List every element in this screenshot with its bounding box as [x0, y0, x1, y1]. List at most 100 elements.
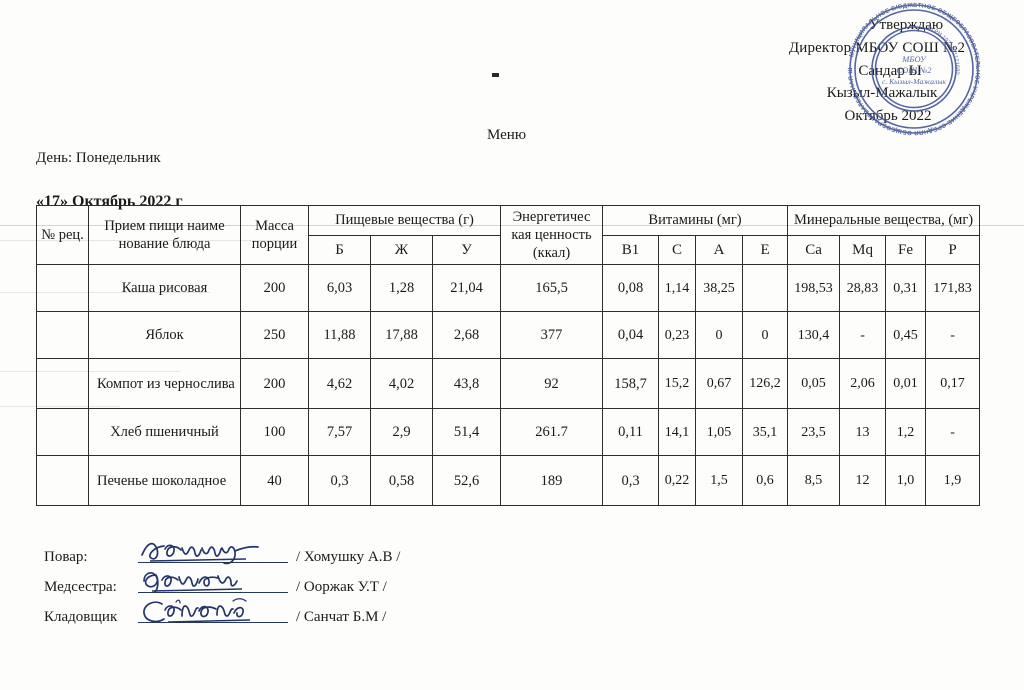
cell-phosphorus: - [925, 311, 981, 360]
cell-vitamin-a: 1,05 [695, 408, 743, 457]
table-row: Печенье шоколадное 40 0,3 0,58 52,6 189 … [36, 455, 981, 507]
approval-line-3: Сандар Ы [858, 62, 922, 79]
approval-block: Утверждаю Директор МБОУ СОШ №2 Сандар Ы … [744, 14, 1010, 128]
cell-vitamin-e: 0,6 [741, 455, 789, 507]
col-header-calcium: Ca [787, 234, 841, 266]
col-header-fat: Ж [370, 234, 433, 266]
signature-name: / Санчат Б.М / [296, 609, 387, 625]
signature-name: / Хомушку А.В / [296, 549, 401, 565]
cell-vitamin-c: 0,23 [658, 311, 696, 360]
col-header-recipe-no: № рец. [36, 204, 89, 266]
col-header-vitamin-e: E [741, 234, 789, 266]
col-header-mass: Масса порции [240, 204, 309, 266]
col-header-magnesium: Mq [839, 234, 887, 266]
cell-energy: 92 [500, 358, 603, 410]
cell-calcium: 130,4 [787, 311, 841, 360]
cell-vitamin-c: 14,1 [658, 408, 696, 457]
menu-table-wrapper: № рец. Прием пищи наиме нование блюда Ма… [36, 204, 981, 507]
signature-role-label: Кладовщик [44, 609, 118, 625]
handwritten-signature-icon [141, 542, 259, 565]
cell-dish: Компот из чернослива [88, 358, 241, 410]
table-row: Компот из чернослива 200 4,62 4,02 43,8 … [36, 358, 981, 410]
table-body: Каша рисовая 200 6,03 1,28 21,04 165,5 0… [36, 264, 981, 507]
cell-calcium: 23,5 [787, 408, 841, 457]
cell-energy: 189 [500, 455, 603, 507]
col-header-carbs: У [432, 234, 501, 266]
cell-carbs: 43,8 [432, 358, 501, 410]
header-row-subcolumns: Б Ж У B1 C A E Ca Mq Fe P [37, 234, 981, 266]
cell-energy: 377 [500, 311, 603, 360]
cell-recipe-no [36, 264, 89, 313]
cell-vitamin-c: 1,14 [658, 264, 696, 313]
cell-iron: 0,31 [885, 264, 927, 313]
cell-mass: 200 [240, 358, 309, 410]
cell-fat: 0,58 [370, 455, 433, 507]
cell-dish: Печенье шоколадное [88, 455, 241, 507]
col-header-vitamin-a: A [695, 234, 743, 266]
cell-iron: 1,2 [885, 408, 927, 457]
cell-fat: 4,02 [370, 358, 433, 410]
signature-name: / Ооржак У.Т / [296, 579, 387, 595]
signature-rule [138, 622, 288, 623]
cell-recipe-no [36, 408, 89, 457]
cell-mass: 100 [240, 408, 309, 457]
cell-vitamin-e: 35,1 [741, 408, 789, 457]
cell-magnesium: 28,83 [839, 264, 887, 313]
cell-vitamin-b1: 0,04 [602, 311, 659, 360]
col-header-minerals: Минеральные вещества, (мг) [787, 205, 981, 236]
col-header-vitamin-b1: B1 [602, 234, 659, 266]
cell-iron: 1,0 [885, 455, 927, 507]
approval-line-1: Утверждаю [868, 17, 944, 33]
day-label: День: Понедельник [36, 150, 161, 166]
signature-row-storekeeper: Кладовщик / Санчат Б.М / [44, 596, 400, 626]
cell-energy: 261.7 [500, 408, 603, 457]
cell-phosphorus: 171,83 [925, 264, 981, 313]
cell-calcium: 8,5 [787, 455, 841, 507]
cell-vitamin-e: 126,2 [741, 358, 789, 410]
signature-slot-nurse [138, 568, 288, 596]
cell-fat: 17,88 [370, 311, 433, 360]
cell-magnesium: 12 [839, 455, 887, 507]
signature-rule [138, 592, 288, 593]
signature-slot-storekeeper [138, 598, 288, 626]
cell-magnesium: - [839, 311, 887, 360]
cell-recipe-no [36, 358, 89, 410]
cell-vitamin-c: 0,22 [658, 455, 696, 507]
cell-iron: 0,01 [885, 358, 927, 410]
cell-mass: 200 [240, 264, 309, 313]
cell-phosphorus: - [925, 408, 981, 457]
cell-magnesium: 13 [839, 408, 887, 457]
cell-vitamin-b1: 0,3 [602, 455, 659, 507]
menu-table: № рец. Прием пищи наиме нование блюда Ма… [36, 204, 981, 507]
cell-carbs: 51,4 [432, 408, 501, 457]
cell-carbs: 21,04 [432, 264, 501, 313]
signature-slot-cook [138, 538, 288, 566]
col-header-energy: Энергетичес кая ценность (ккал) [500, 204, 603, 266]
cell-mass: 40 [240, 455, 309, 507]
signature-rule [138, 562, 288, 563]
cell-vitamin-a: 0,67 [695, 358, 743, 410]
cell-calcium: 198,53 [787, 264, 841, 313]
signature-row-cook: Повар: / Хомушку А.В / [44, 536, 400, 566]
approval-line-5: Октябрь 2022 [844, 108, 932, 125]
signature-row-nurse: Медсестра: / Ооржак У.Т / [44, 566, 400, 596]
table-row: Хлеб пшеничный 100 7,57 2,9 51,4 261.7 0… [36, 408, 981, 457]
table-header: № рец. Прием пищи наиме нование блюда Ма… [36, 204, 981, 266]
cell-dish: Каша рисовая [88, 264, 241, 313]
col-header-phosphorus: P [925, 234, 981, 266]
cell-calcium: 0,05 [787, 358, 841, 410]
cell-dish: Хлеб пшеничный [88, 408, 241, 457]
cell-carbs: 52,6 [432, 455, 501, 507]
cell-vitamin-a: 1,5 [695, 455, 743, 507]
header-row-groups: № рец. Прием пищи наиме нование блюда Ма… [36, 204, 981, 266]
col-header-nutrients: Пищевые вещества (г) [308, 205, 501, 236]
cell-phosphorus: 0,17 [925, 358, 981, 410]
cell-iron: 0,45 [885, 311, 927, 360]
approval-line-2: Директор МБОУ СОШ №2 [788, 39, 966, 56]
table-row: Яблок 250 11,88 17,88 2,68 377 0,04 0,23… [36, 311, 981, 360]
cell-energy: 165,5 [500, 264, 603, 313]
cell-vitamin-c: 15,2 [658, 358, 696, 410]
cell-vitamin-e [741, 264, 789, 313]
col-header-protein: Б [308, 234, 371, 266]
page-title: Меню [487, 127, 527, 143]
